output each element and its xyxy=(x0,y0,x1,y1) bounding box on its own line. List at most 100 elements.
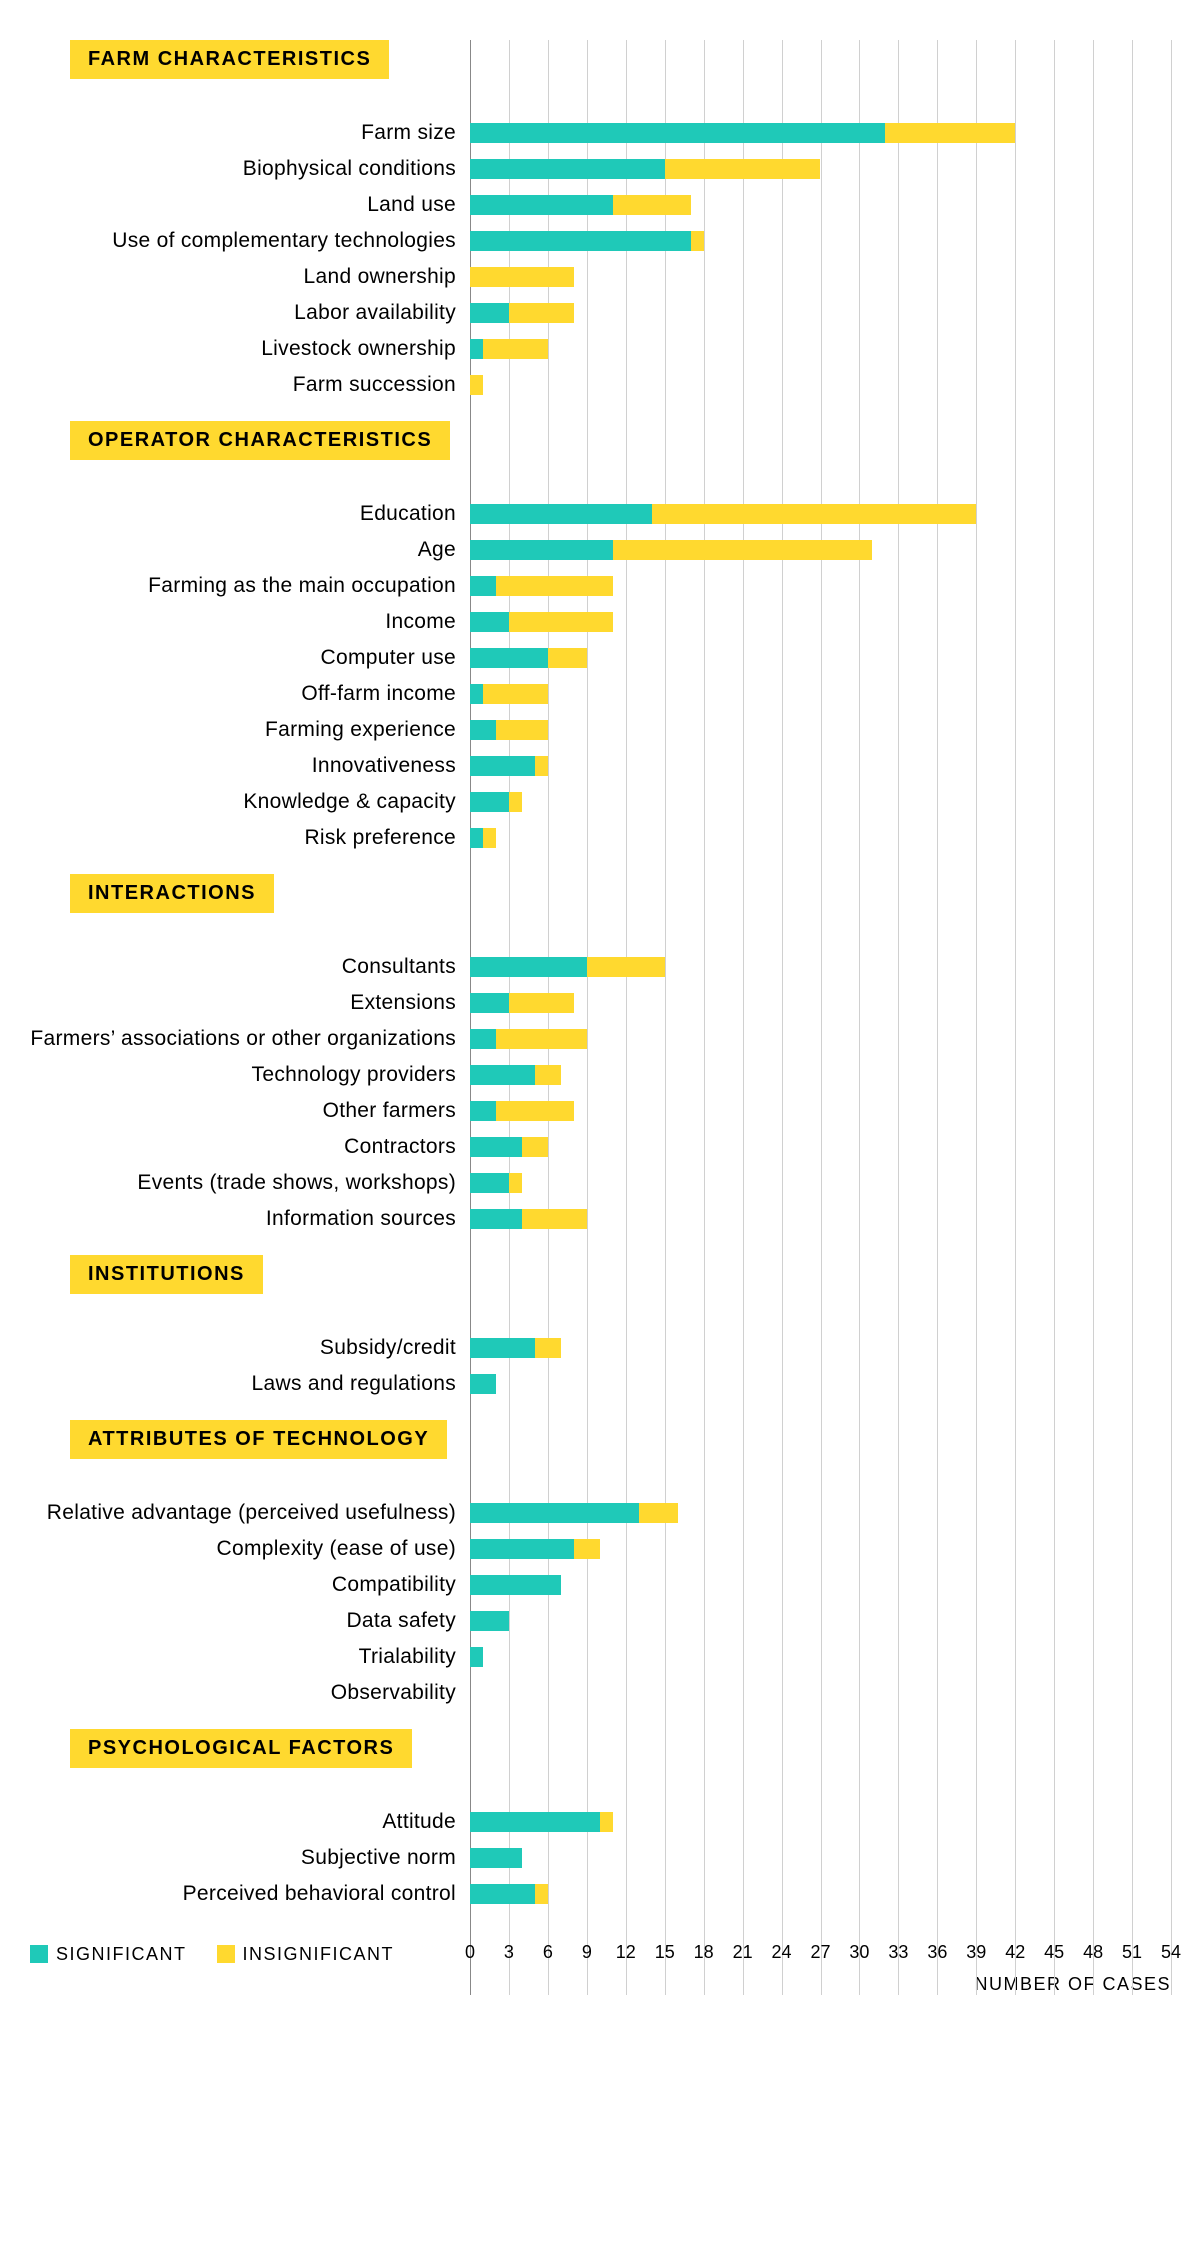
bar-segment-insignificant xyxy=(496,1101,574,1121)
bar-row: Land ownership xyxy=(30,259,1171,295)
row-label: Consultants xyxy=(30,955,470,979)
bar-segment-significant xyxy=(470,612,509,632)
bar-row: Age xyxy=(30,532,1171,568)
row-label: Observability xyxy=(30,1681,470,1705)
bar-row: Knowledge & capacity xyxy=(30,784,1171,820)
bar-segment-insignificant xyxy=(522,1137,548,1157)
bar-segment-significant xyxy=(470,828,483,848)
bar-track xyxy=(470,532,1171,568)
legend-label-insignificant: INSIGNIFICANT xyxy=(243,1944,395,1965)
bar-row: Computer use xyxy=(30,640,1171,676)
row-label: Risk preference xyxy=(30,826,470,850)
row-label: Farmers’ associations or other organizat… xyxy=(30,1027,470,1051)
x-tick-label: 3 xyxy=(504,1942,514,1963)
bar-track xyxy=(470,259,1171,295)
bar-row: Farm size xyxy=(30,115,1171,151)
bar-track xyxy=(470,1021,1171,1057)
row-label: Data safety xyxy=(30,1609,470,1633)
row-label: Technology providers xyxy=(30,1063,470,1087)
bar-segment-significant xyxy=(470,1575,561,1595)
bar-row: Compatibility xyxy=(30,1567,1171,1603)
stacked-bar xyxy=(470,339,548,359)
bar-segment-insignificant xyxy=(509,1173,522,1193)
bar-segment-significant xyxy=(470,1338,535,1358)
stacked-bar xyxy=(470,684,548,704)
bar-segment-significant xyxy=(470,1848,522,1868)
bar-track xyxy=(470,151,1171,187)
chart-area: FARM CHARACTERISTICSFarm sizeBiophysical… xyxy=(30,40,1171,1995)
bar-row: Farming as the main occupation xyxy=(30,568,1171,604)
bar-segment-insignificant xyxy=(535,1884,548,1904)
swatch-significant xyxy=(30,1945,48,1963)
stacked-bar xyxy=(470,720,548,740)
bar-track xyxy=(470,820,1171,856)
bar-track xyxy=(470,496,1171,532)
bar-segment-significant xyxy=(470,339,483,359)
x-tick-label: 21 xyxy=(733,1942,753,1963)
x-tick-label: 27 xyxy=(810,1942,830,1963)
stacked-bar xyxy=(470,123,1015,143)
row-label: Information sources xyxy=(30,1207,470,1231)
stacked-bar xyxy=(470,993,574,1013)
axis-row: SIGNIFICANT INSIGNIFICANT 03691215182124… xyxy=(30,1942,1171,1966)
row-label: Events (trade shows, workshops) xyxy=(30,1171,470,1195)
group-header: INSTITUTIONS xyxy=(70,1255,263,1294)
bar-segment-significant xyxy=(470,159,665,179)
bar-row: Land use xyxy=(30,187,1171,223)
bar-track xyxy=(470,1876,1171,1912)
bar-row: Contractors xyxy=(30,1129,1171,1165)
row-label: Computer use xyxy=(30,646,470,670)
group: INSTITUTIONSSubsidy/creditLaws and regul… xyxy=(30,1255,1171,1402)
bar-row: Complexity (ease of use) xyxy=(30,1531,1171,1567)
row-label: Relative advantage (perceived usefulness… xyxy=(30,1501,470,1525)
bar-row: Biophysical conditions xyxy=(30,151,1171,187)
bar-track xyxy=(470,712,1171,748)
stacked-bar xyxy=(470,576,613,596)
bar-segment-insignificant xyxy=(665,159,821,179)
bar-segment-insignificant xyxy=(574,1539,600,1559)
bar-row: Farming experience xyxy=(30,712,1171,748)
bar-segment-insignificant xyxy=(470,267,574,287)
stacked-bar xyxy=(470,231,704,251)
bar-row: Livestock ownership xyxy=(30,331,1171,367)
row-label: Age xyxy=(30,538,470,562)
row-label: Farming experience xyxy=(30,718,470,742)
bar-row: Income xyxy=(30,604,1171,640)
bar-track xyxy=(470,784,1171,820)
stacked-bar xyxy=(470,1209,587,1229)
stacked-bar xyxy=(470,1539,600,1559)
stacked-bar xyxy=(470,1338,561,1358)
stacked-bar xyxy=(470,504,976,524)
stacked-bar xyxy=(470,1647,483,1667)
x-tick-label: 0 xyxy=(465,1942,475,1963)
bar-segment-significant xyxy=(470,576,496,596)
bar-segment-significant xyxy=(470,1611,509,1631)
bar-segment-insignificant xyxy=(691,231,704,251)
row-label: Income xyxy=(30,610,470,634)
stacked-bar xyxy=(470,375,483,395)
stacked-bar xyxy=(470,1173,522,1193)
legend: SIGNIFICANT INSIGNIFICANT xyxy=(30,1944,470,1965)
bar-track xyxy=(470,1531,1171,1567)
row-label: Subjective norm xyxy=(30,1846,470,1870)
row-label: Other farmers xyxy=(30,1099,470,1123)
row-label: Labor availability xyxy=(30,301,470,325)
bar-segment-significant xyxy=(470,1503,639,1523)
bar-row: Labor availability xyxy=(30,295,1171,331)
bar-row: Consultants xyxy=(30,949,1171,985)
bar-track xyxy=(470,115,1171,151)
stacked-bar xyxy=(470,756,548,776)
row-label: Contractors xyxy=(30,1135,470,1159)
bar-segment-insignificant xyxy=(639,1503,678,1523)
bar-segment-insignificant xyxy=(496,576,613,596)
legend-item-insignificant: INSIGNIFICANT xyxy=(217,1944,395,1965)
bar-segment-significant xyxy=(470,792,509,812)
bar-segment-significant xyxy=(470,993,509,1013)
row-label: Livestock ownership xyxy=(30,337,470,361)
stacked-bar xyxy=(470,1884,548,1904)
x-axis-title: NUMBER OF CASES xyxy=(30,1974,1171,1995)
row-label: Farm succession xyxy=(30,373,470,397)
row-label: Knowledge & capacity xyxy=(30,790,470,814)
stacked-bar xyxy=(470,159,821,179)
legend-item-significant: SIGNIFICANT xyxy=(30,1944,187,1965)
